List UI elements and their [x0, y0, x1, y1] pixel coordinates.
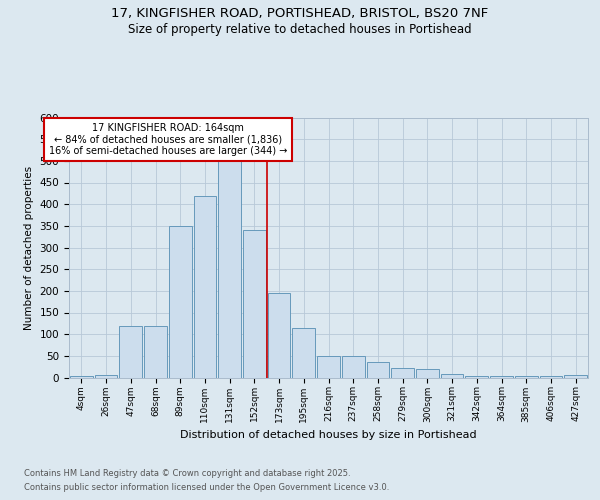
Bar — [466, 376, 488, 378]
Bar — [317, 356, 340, 378]
Bar — [490, 376, 513, 378]
Bar — [342, 356, 365, 378]
Bar — [119, 326, 142, 378]
Text: Contains public sector information licensed under the Open Government Licence v3: Contains public sector information licen… — [24, 484, 389, 492]
Text: Size of property relative to detached houses in Portishead: Size of property relative to detached ho… — [128, 22, 472, 36]
Bar — [169, 226, 191, 378]
Y-axis label: Number of detached properties: Number of detached properties — [24, 166, 34, 330]
Bar — [243, 230, 266, 378]
Bar — [218, 161, 241, 378]
X-axis label: Distribution of detached houses by size in Portishead: Distribution of detached houses by size … — [180, 430, 477, 440]
Text: Contains HM Land Registry data © Crown copyright and database right 2025.: Contains HM Land Registry data © Crown c… — [24, 468, 350, 477]
Bar — [564, 376, 587, 378]
Bar — [416, 369, 439, 378]
Bar — [194, 196, 216, 378]
Bar — [391, 368, 414, 378]
Bar — [70, 376, 93, 378]
Text: 17 KINGFISHER ROAD: 164sqm
← 84% of detached houses are smaller (1,836)
16% of s: 17 KINGFISHER ROAD: 164sqm ← 84% of deta… — [49, 123, 287, 156]
Bar — [441, 374, 463, 378]
Bar — [515, 376, 538, 378]
Bar — [367, 362, 389, 378]
Bar — [95, 375, 118, 378]
Bar — [144, 326, 167, 378]
Bar — [539, 376, 562, 378]
Text: 17, KINGFISHER ROAD, PORTISHEAD, BRISTOL, BS20 7NF: 17, KINGFISHER ROAD, PORTISHEAD, BRISTOL… — [112, 8, 488, 20]
Bar — [268, 293, 290, 378]
Bar — [292, 328, 315, 378]
